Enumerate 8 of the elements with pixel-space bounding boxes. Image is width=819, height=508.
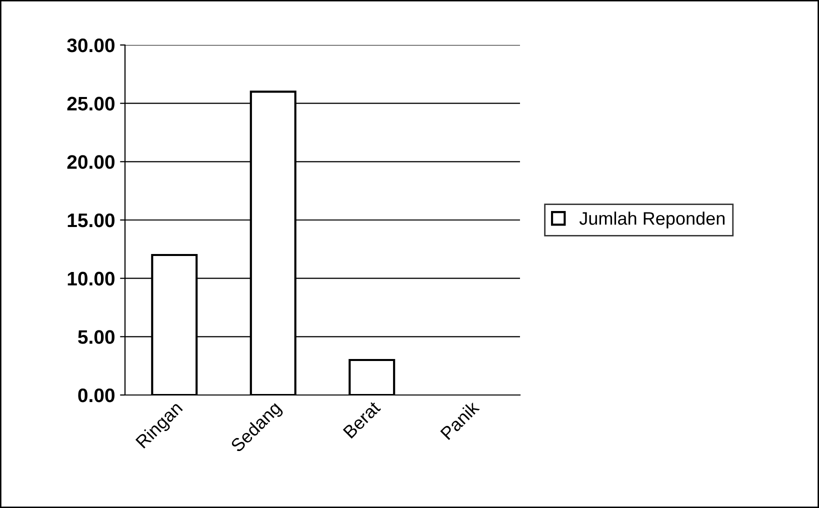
y-tick-label: 15.00 (68, 213, 114, 228)
y-tick-label: 0.00 (78, 388, 114, 402)
y-tick-label: 20.00 (67, 155, 114, 169)
y-tick-label: 30.00 (67, 38, 114, 52)
y-tick-label: 10.00 (68, 272, 114, 286)
y-tick-label: 5.00 (78, 330, 114, 344)
legend-label: Jumlah Reponden (579, 212, 725, 228)
y-tick-label: 25.00 (67, 96, 114, 111)
